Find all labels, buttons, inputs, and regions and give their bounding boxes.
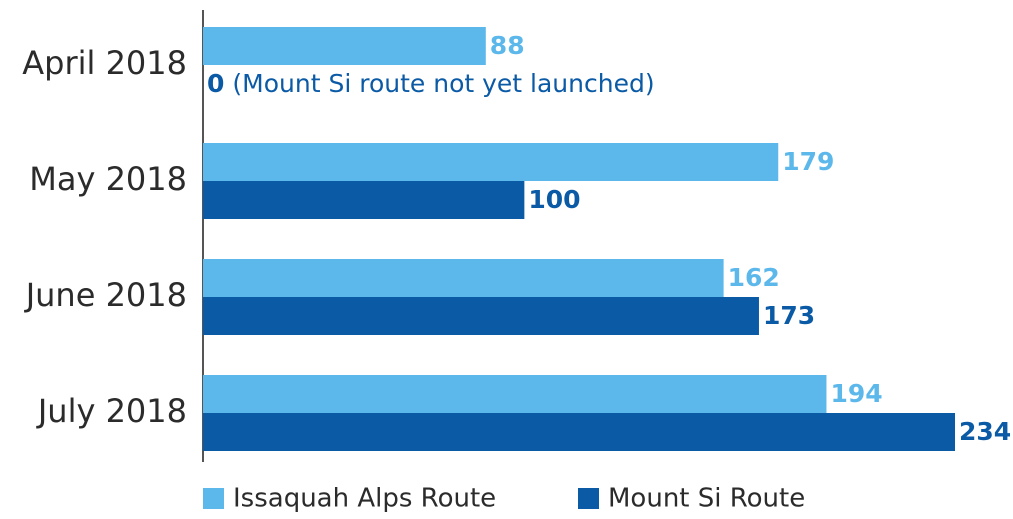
- category-label: July 2018: [36, 392, 187, 430]
- value-label: 173: [763, 301, 815, 330]
- bar: [203, 143, 779, 181]
- category-label: May 2018: [29, 160, 187, 198]
- legend-swatch: [578, 488, 599, 509]
- legend-label: Mount Si Route: [608, 484, 805, 514]
- bar: [203, 413, 955, 451]
- bar: [203, 181, 525, 219]
- value-label: 179: [782, 147, 834, 176]
- category-label: April 2018: [22, 44, 187, 82]
- value-label: 100: [528, 185, 580, 214]
- annotation: (Mount Si route not yet launched): [232, 69, 654, 98]
- value-label: 234: [959, 417, 1011, 446]
- category-label: June 2018: [24, 276, 187, 314]
- bar: [203, 375, 827, 413]
- bar: [203, 259, 724, 297]
- value-label: 88: [490, 31, 525, 60]
- value-label: 194: [830, 379, 882, 408]
- bar: [203, 297, 759, 335]
- legend-swatch: [203, 488, 224, 509]
- value-label: 0: [207, 69, 224, 98]
- value-label: 162: [728, 263, 780, 292]
- bar: [203, 27, 486, 65]
- legend-label: Issaquah Alps Route: [233, 484, 496, 514]
